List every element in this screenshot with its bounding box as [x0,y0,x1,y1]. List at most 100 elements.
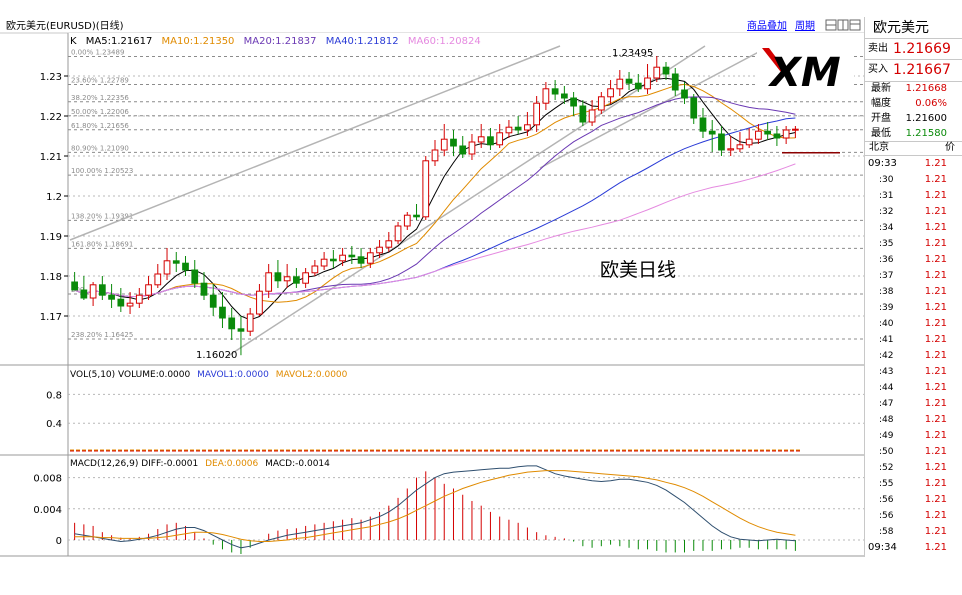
dea-line [74,470,796,542]
tick-price: 1.21 [924,526,947,537]
legend-prefix: K [70,36,77,47]
candle-body [200,282,208,296]
candle-body [413,214,420,218]
candle [200,272,208,300]
tick-price: 1.21 [924,270,947,281]
candle-body [440,138,448,151]
candle [496,124,504,148]
price-tick-label: 1.18 [40,272,62,283]
candle [718,126,725,156]
tick-price: 1.21 [924,414,947,425]
candle-body [644,77,651,90]
tick-time: :52 [879,463,894,473]
candle-body [718,133,725,151]
period-link[interactable]: 周期 [795,20,815,32]
candle [357,248,365,268]
candle-body [653,66,661,79]
macd-legend-1: DEA:0.0006 [205,459,258,469]
stat-value: 1.21600 [905,113,947,124]
candle [634,74,642,92]
candle-body [422,160,430,218]
candle [413,204,420,220]
sell-row[interactable]: 卖出 1.21669 [865,39,962,59]
legend-ma60: MA60:1.20824 [408,36,481,47]
overlay-link[interactable]: 商品叠加 [747,19,787,32]
fib-label: 38.20% 1.22356 [71,94,129,102]
tick-row: :50 1.21 [865,444,961,460]
tick-row: 09:34 1.21 [865,540,961,556]
candle-body [755,130,762,140]
buy-label: 买入 [868,64,888,75]
stat-label: 幅度 [871,98,891,109]
tick-price: 1.21 [924,158,947,169]
candle [219,292,226,328]
buy-value: 1.21667 [893,62,951,78]
candle [80,276,88,300]
candle [135,288,143,308]
tick-price: 1.21 [924,302,947,313]
candle [376,240,383,258]
candle [209,284,217,316]
tick-price: 1.21 [924,174,947,185]
tick-list[interactable]: 09:33 1.21:30 1.21:31 1.21:32 1.21:34 1.21:35… [865,156,962,557]
candle-body [117,298,125,307]
candle-body [792,128,799,131]
candle-body [551,88,559,95]
candle [329,250,337,268]
volume-legend-1: MAVOL1:0.0000 [197,370,269,380]
stat-label: 开盘 [871,113,891,124]
candle [274,260,282,288]
buy-row[interactable]: 买入 1.21667 [865,60,962,80]
tick-time: :42 [879,351,894,361]
candle-body [256,290,263,315]
stat-row-open: 开盘 1.21600 [865,111,961,126]
volume-legend-0: VOL(5,10) VOLUME:0.0000 [70,370,191,380]
candle-body [588,109,596,123]
fib-label: 161.80% 1.18691 [71,240,133,248]
candle-body [71,281,78,291]
candle-body [533,102,541,126]
candle-body [98,284,106,296]
layout-toggle-icon[interactable] [825,19,861,31]
candle [459,136,467,158]
candle-body [385,240,393,248]
channel-upper-line [69,45,561,241]
candle-body [496,132,504,146]
candle-body [782,129,790,139]
candlesticks [71,56,799,356]
chart-annotation: 欧美日线 [600,259,676,281]
tick-price: 1.21 [924,462,947,473]
candle-body [773,133,781,139]
tick-price: 1.21 [924,510,947,521]
candle-body [736,144,744,150]
location-value: 价 [945,142,955,153]
legend-ma5: MA5:1.21617 [86,36,153,47]
tick-time: :37 [879,271,894,281]
candle [607,80,614,104]
fib-label: 0.00% 1.23489 [71,48,124,56]
window-title: 欧元美元(EURUSD)(日线) [6,19,124,32]
tick-row: :32 1.21 [865,204,961,220]
tick-row: :43 1.21 [865,364,961,380]
candle [745,128,753,148]
candle [533,96,541,132]
tick-row: :31 1.21 [865,188,961,204]
candle-body [209,294,217,308]
sell-label: 卖出 [868,43,888,54]
candle-body [727,148,735,151]
candle [98,276,106,300]
sell-value: 1.21669 [893,41,951,57]
candle-body [745,138,753,146]
tick-row: :42 1.21 [865,348,961,364]
tick-time: :55 [879,479,894,489]
candle [487,128,494,150]
candle-body [607,88,614,98]
tick-price: 1.21 [924,398,947,409]
candle [690,94,698,124]
candle [579,100,587,126]
price-tick-label: 1.21 [40,152,62,163]
logo-text: XM [767,50,841,96]
candle-body [145,284,152,296]
candle [339,248,346,266]
candle [616,70,624,96]
